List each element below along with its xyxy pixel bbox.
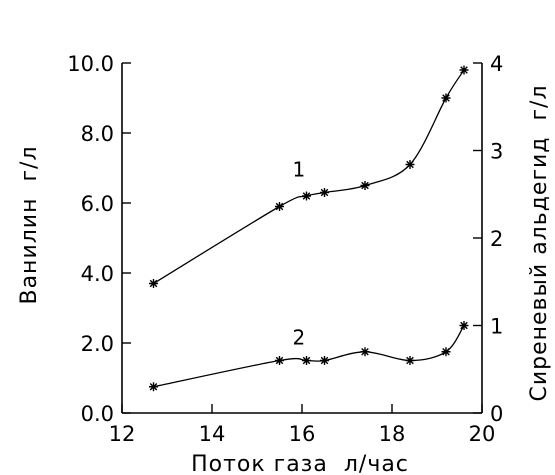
left-y-axis-title: Ванилин г/л [17,145,42,304]
right-y-tick-label: 1 [490,315,503,339]
data-point-marker [320,188,329,197]
left-y-tick-label: 0.0 [81,402,114,426]
data-point-marker [320,356,329,365]
left-y-tick-label: 6.0 [81,192,114,216]
series-line-2 [153,325,465,388]
x-tick-label: 20 [469,422,496,446]
data-point-marker [302,356,311,365]
series-1: 1 [149,65,469,288]
x-tick-label: 18 [379,422,406,446]
data-point-marker [149,279,158,288]
data-point-marker [405,160,415,169]
right-y-axis-title: Сиреневый альдегид г/л [527,84,552,401]
data-point-marker [459,321,469,330]
left-y-tick-label: 4.0 [81,262,114,286]
right-y-tick-label: 0 [490,402,503,426]
curve-label-1: 1 [293,158,306,182]
x-tick-label: 16 [289,422,316,446]
x-axis-title: Поток газа л/час [191,452,409,475]
data-point-marker [275,356,284,365]
right-y-tick-label: 3 [490,140,503,164]
left-y-ticks: 0.0 2.0 4.0 6.0 8.0 10.0 [67,52,131,426]
x-tick-label: 14 [199,422,226,446]
left-y-tick-label: 2.0 [81,332,114,356]
data-point-marker [149,382,158,392]
left-y-tick-label: 10.0 [67,52,114,76]
right-y-tick-label: 2 [490,227,503,251]
data-point-marker [360,347,370,357]
curve-label-2: 2 [293,326,306,350]
data-point-marker [441,93,451,103]
x-tick-label: 12 [109,422,136,446]
right-y-ticks: 0 1 2 3 4 [473,52,503,426]
left-y-tick-label: 8.0 [81,122,114,146]
series-group: 12 [149,65,469,392]
data-point-marker [405,356,415,365]
data-point-marker [459,65,469,75]
right-y-tick-label: 4 [490,52,503,76]
series-line-1 [153,69,465,285]
series-2: 2 [149,321,469,392]
data-point-marker [441,347,451,357]
data-point-marker [302,191,311,201]
data-point-marker [275,202,284,211]
x-ticks: 12 14 16 18 20 [109,404,496,446]
data-point-marker [360,181,370,190]
